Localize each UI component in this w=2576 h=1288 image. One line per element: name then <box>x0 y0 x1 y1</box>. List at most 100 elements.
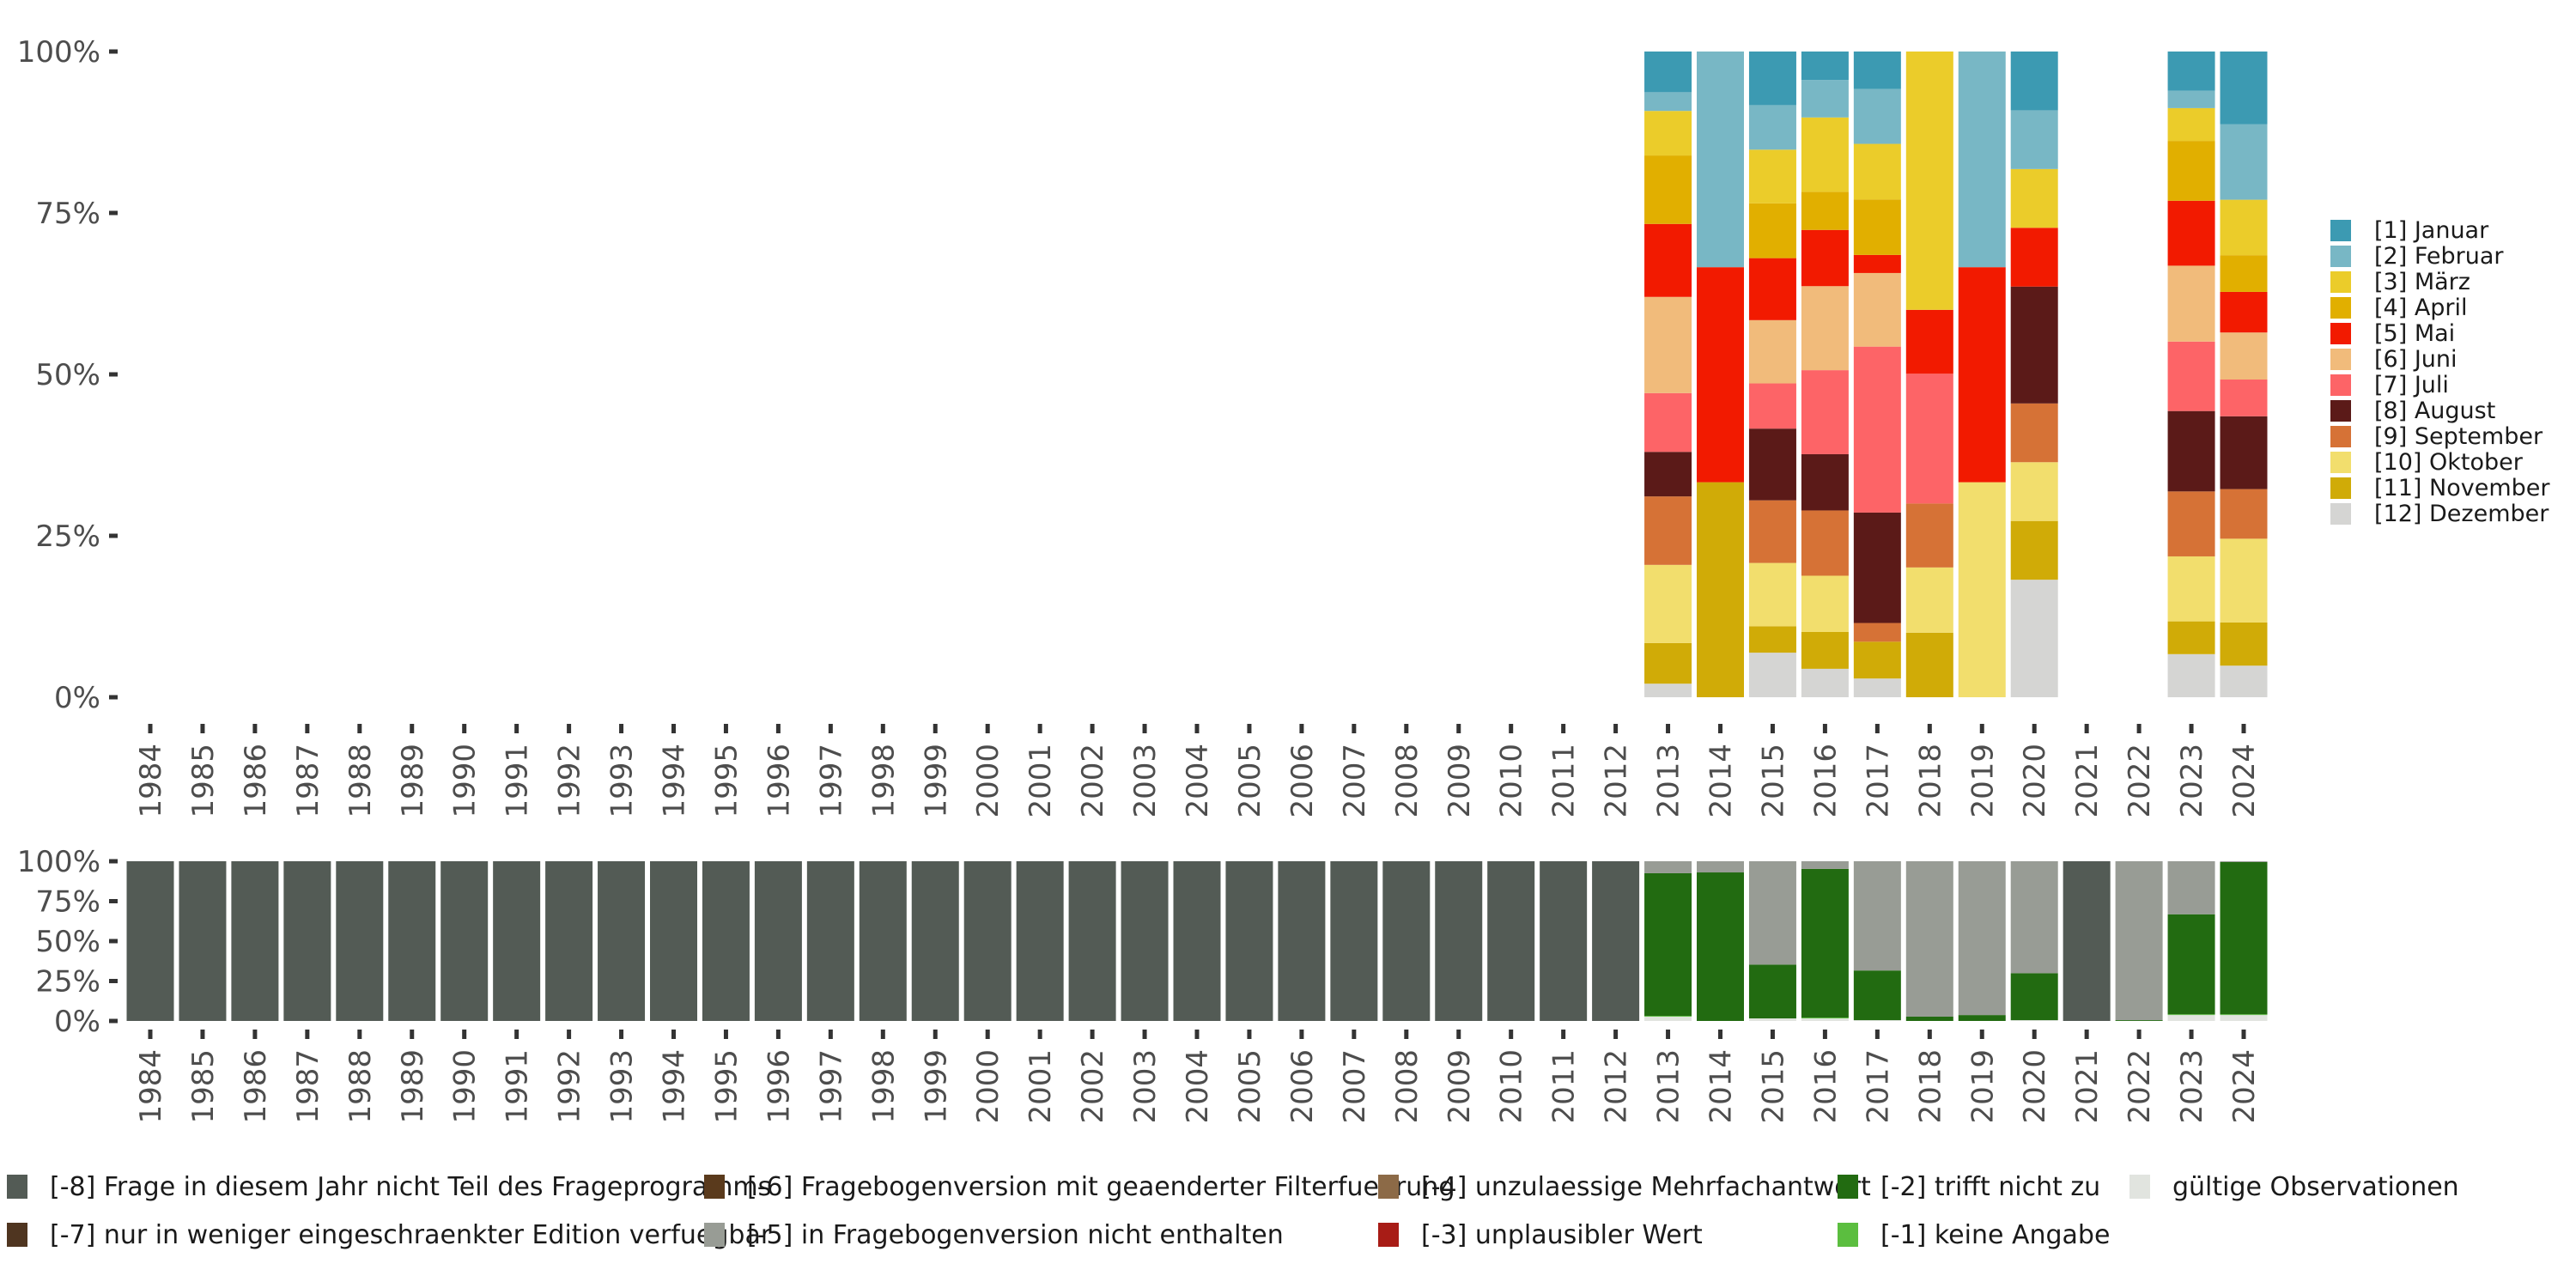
bar-segment-2023 <box>2167 914 2215 1015</box>
legend-swatch <box>1838 1175 1858 1199</box>
x-tick-label: 1988 <box>343 744 378 818</box>
x-tick <box>1979 724 1984 733</box>
x-tick-label: 1997 <box>814 1049 848 1124</box>
x-tick <box>1979 1030 1984 1039</box>
legend-swatch <box>2330 426 2351 447</box>
x-tick <box>1666 1030 1671 1039</box>
legend-swatch <box>2330 477 2351 499</box>
bar-segment-2019 <box>1958 482 2006 697</box>
x-tick <box>1404 724 1409 733</box>
bar-segment-2019 <box>1958 861 2006 1016</box>
bar-segment-2023 <box>2167 265 2215 342</box>
x-tick-label: 2018 <box>1913 1049 1947 1124</box>
bar-segment-2024 <box>2220 665 2268 697</box>
legend-label: [-6] Fragebogenversion mit geaenderter F… <box>747 1172 1455 1202</box>
x-tick <box>1613 724 1619 733</box>
x-tick-label: 2010 <box>1495 744 1529 818</box>
x-tick <box>1666 724 1671 733</box>
x-tick <box>619 724 624 733</box>
bar-segment-2016 <box>1801 510 1849 576</box>
bar-segment-2008 <box>1382 861 1431 1021</box>
x-tick-label: 2017 <box>1861 744 1895 818</box>
x-tick <box>2084 1030 2089 1039</box>
x-tick-label: 2012 <box>1600 744 1634 818</box>
x-tick-label: 2021 <box>2070 744 2105 818</box>
bar-segment-2020 <box>2010 403 2058 463</box>
x-tick-label: 2022 <box>2123 744 2157 818</box>
legend-swatch <box>704 1223 725 1247</box>
bar-segment-2013 <box>1644 296 1692 393</box>
bar-segment-2017 <box>1853 52 1901 89</box>
bar-segment-1992 <box>545 861 593 1021</box>
legend-label: [-8] Frage in diesem Jahr nicht Teil des… <box>50 1172 771 1202</box>
x-tick-label: 1986 <box>239 744 273 818</box>
x-tick-label: 2006 <box>1285 744 1320 818</box>
bar-segment-2013 <box>1644 155 1692 224</box>
legend-swatch <box>7 1223 27 1247</box>
y-tick-label: 75% <box>35 197 100 231</box>
bar-segment-1991 <box>493 861 541 1021</box>
bar-segment-2016 <box>1801 453 1849 511</box>
bar-segment-1988 <box>336 861 384 1021</box>
bar-segment-2023 <box>2167 653 2215 697</box>
legend-label: [-5] in Fragebogenversion nicht enthalte… <box>747 1220 1284 1250</box>
bar-segment-2016 <box>1801 631 1849 669</box>
x-tick <box>1509 724 1514 733</box>
bar-segment-2015 <box>1748 1018 1796 1021</box>
bar-segment-2016 <box>1801 191 1849 230</box>
x-tick-label: 2000 <box>971 744 1005 818</box>
bar-segment-2011 <box>1540 861 1588 1021</box>
bar-segment-2018 <box>1905 374 1953 504</box>
x-tick-label: 1999 <box>919 1049 953 1124</box>
x-tick-label: 1993 <box>605 1049 640 1124</box>
bar-segment-2016 <box>1801 575 1849 632</box>
bar-segment-2007 <box>1330 861 1378 1021</box>
x-tick-label: 2010 <box>1495 1049 1529 1124</box>
x-tick-label: 2005 <box>1233 1049 1267 1124</box>
legend-swatch <box>2330 503 2351 525</box>
x-tick <box>514 1030 519 1039</box>
y-tick-label: 100% <box>17 35 100 70</box>
bar-segment-2000 <box>963 861 1012 1021</box>
bar-segment-2020 <box>2010 580 2058 697</box>
x-tick <box>1352 1030 1357 1039</box>
x-tick-label: 1994 <box>658 744 692 818</box>
x-tick <box>1561 1030 1566 1039</box>
bar-segment-2021 <box>2063 861 2111 1021</box>
x-tick-label: 1991 <box>501 744 535 818</box>
x-tick <box>880 1030 885 1039</box>
bar-segment-2013 <box>1644 92 1692 112</box>
bar-segment-2015 <box>1748 626 1796 653</box>
x-tick-label: 2000 <box>971 1049 1005 1124</box>
x-tick-label: 2023 <box>2175 1049 2209 1124</box>
y-tick <box>109 210 118 216</box>
x-tick <box>148 724 153 733</box>
legend-swatch <box>2330 323 2351 344</box>
x-tick <box>1874 1030 1880 1039</box>
x-tick-label: 1984 <box>134 1049 168 1124</box>
bar-segment-2017 <box>1853 861 1901 971</box>
bar-segment-2014 <box>1697 267 1744 483</box>
bar-segment-2015 <box>1748 203 1796 258</box>
x-tick <box>1194 724 1200 733</box>
x-tick <box>252 1030 258 1039</box>
bar-segment-2016 <box>1801 1018 1849 1021</box>
bar-segment-2017 <box>1853 272 1901 347</box>
bar-segment-2019 <box>1958 267 2006 483</box>
bar-segment-1999 <box>911 861 959 1021</box>
bar-segment-2018 <box>1905 567 1953 633</box>
legend-label: [4] April <box>2374 295 2468 321</box>
x-tick <box>985 724 990 733</box>
bottom-chart-panel: 0% 25% 50% 75% 100% 1984 1985 1986 1987 1988 1989 1… <box>17 845 2268 1124</box>
bar-segment-2017 <box>1853 88 1901 144</box>
bar-segment-2024 <box>2220 124 2268 200</box>
x-tick <box>1718 1030 1722 1039</box>
x-tick-label: 2004 <box>1181 744 1215 818</box>
bar-segment-2015 <box>1748 319 1796 384</box>
bar-segment-2017 <box>1853 641 1901 679</box>
bar-segment-2014 <box>1697 872 1744 1021</box>
x-tick-label: 2023 <box>2175 744 2209 818</box>
bar-segment-2023 <box>2167 90 2215 108</box>
bar-segment-2005 <box>1225 861 1273 1021</box>
bar-segment-1994 <box>650 861 697 1021</box>
